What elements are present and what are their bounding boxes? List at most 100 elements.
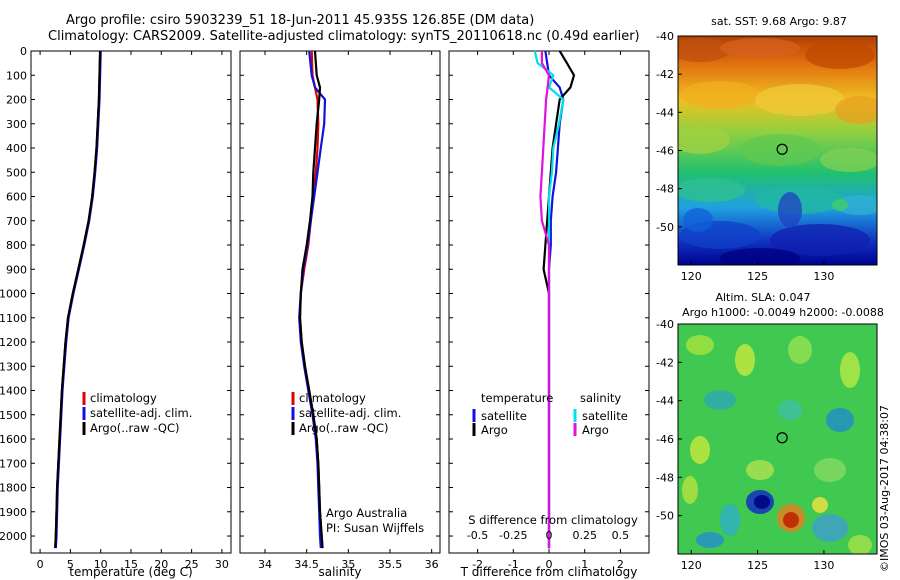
x-tick-label: 1 xyxy=(581,558,588,571)
argo-attribution: PI: Susan Wijffels xyxy=(326,521,424,535)
sst-patch xyxy=(678,126,730,154)
x-tick-label: 34.5 xyxy=(294,558,319,571)
map-y-tick-label: -42 xyxy=(656,68,674,81)
depth-tick-label: 200 xyxy=(6,94,27,107)
top-x-tick-label: 0.25 xyxy=(572,529,597,542)
depth-tick-label: 0 xyxy=(20,45,27,58)
map-x-tick-label: 120 xyxy=(681,270,702,283)
legend-label: satellite xyxy=(582,409,628,423)
map-y-tick-label: -48 xyxy=(656,183,674,196)
map-y-tick-label: -46 xyxy=(656,433,674,446)
map-y-tick-label: -50 xyxy=(656,510,674,523)
legend-label: Argo(..raw -QC) xyxy=(299,421,389,435)
map-y-tick-label: -40 xyxy=(656,318,674,331)
sst-patch xyxy=(770,224,870,256)
map-y-tick-label: -44 xyxy=(656,106,674,119)
legend-label: climatology xyxy=(90,391,157,405)
x-tick-label: 20 xyxy=(154,558,168,571)
sla-patch xyxy=(746,460,774,480)
depth-tick-label: 700 xyxy=(6,215,27,228)
x-tick-label: 34 xyxy=(258,558,272,571)
legend-label: Argo xyxy=(582,423,609,437)
map-y-tick-label: -46 xyxy=(656,145,674,158)
sst-patch xyxy=(820,148,877,172)
legend-label: Argo(..raw -QC) xyxy=(90,421,180,435)
x-axis-label: salinity xyxy=(318,565,361,579)
sst-map-title: sat. SST: 9.68 Argo: 9.87 xyxy=(711,15,847,28)
series-line-argo-raw-qc- xyxy=(298,50,324,549)
depth-tick-label: 1100 xyxy=(0,312,27,325)
sla-patch xyxy=(812,514,848,542)
sla-patch xyxy=(682,476,698,504)
x-tick-label: -2 xyxy=(472,558,483,571)
map-x-tick-label: 120 xyxy=(681,559,702,572)
top-x-tick-label: 0.5 xyxy=(612,529,630,542)
depth-tick-label: 1000 xyxy=(0,288,27,301)
map-y-tick-label: -50 xyxy=(656,221,674,234)
legend-label: satellite-adj. clim. xyxy=(90,406,192,420)
sst-patch xyxy=(755,84,845,116)
sla-map-title: Altim. SLA: 0.047 xyxy=(715,291,810,304)
plot-frame-temp xyxy=(30,50,232,554)
legend-label: Argo xyxy=(481,423,508,437)
float-position-marker xyxy=(776,432,788,444)
sst-patch xyxy=(720,248,800,265)
depth-tick-label: 600 xyxy=(6,191,27,204)
sst-patch xyxy=(835,96,877,124)
plot-frame-sal xyxy=(239,50,441,554)
x-axis-label: temperature (deg C) xyxy=(69,565,192,579)
legend-label: satellite-adj. clim. xyxy=(299,406,401,420)
sst-patch xyxy=(835,195,877,215)
x-tick-label: 15 xyxy=(124,558,138,571)
sla-patch xyxy=(720,504,740,536)
sst-patch xyxy=(755,186,845,214)
x-tick-label: 35.5 xyxy=(378,558,403,571)
sst-patch xyxy=(680,81,760,109)
map-y-tick-label: -42 xyxy=(656,356,674,369)
sst-patch xyxy=(740,134,820,166)
figure-title-line2: Climatology: CARS2009. Satellite-adjuste… xyxy=(48,29,640,44)
map-x-tick-label: 125 xyxy=(747,270,768,283)
depth-tick-label: 1500 xyxy=(0,409,27,422)
series-line-argo-raw-qc- xyxy=(54,50,102,549)
depth-tick-label: 1800 xyxy=(0,482,27,495)
sla-patch xyxy=(814,458,846,482)
sla-patch xyxy=(696,532,724,548)
sla-patch xyxy=(788,336,812,364)
depth-tick-label: 300 xyxy=(6,118,27,131)
x-axis-label: T difference from climatology xyxy=(460,565,638,579)
depth-tick-label: 500 xyxy=(6,166,27,179)
legend-label: climatology xyxy=(299,391,366,405)
copyright-stamp: ©IMOS 03-Aug-2017 04:38:07 xyxy=(878,405,891,572)
map-x-tick-label: 125 xyxy=(747,559,768,572)
legend-title-temperature: temperature xyxy=(481,391,553,405)
x-tick-label: 0 xyxy=(546,558,553,571)
x-tick-label: -1 xyxy=(508,558,519,571)
legend-title-salinity: salinity xyxy=(580,391,621,405)
series-line-s-argo xyxy=(539,51,551,549)
argo-attribution: Argo Australia xyxy=(326,506,407,520)
depth-tick-label: 100 xyxy=(6,69,27,82)
sla-patch xyxy=(826,408,854,432)
sla-patch xyxy=(704,390,736,410)
x-tick-label: 35 xyxy=(341,558,355,571)
depth-tick-label: 900 xyxy=(6,263,27,276)
float-position-marker xyxy=(776,143,788,155)
depth-tick-label: 1400 xyxy=(0,385,27,398)
sla-patch xyxy=(812,497,828,513)
top-x-tick-label: -0.5 xyxy=(467,529,488,542)
x-tick-label: 30 xyxy=(215,558,229,571)
x-tick-label: 10 xyxy=(94,558,108,571)
sst-patch xyxy=(683,208,713,232)
x-tick-label: 2 xyxy=(617,558,624,571)
map-x-tick-label: 130 xyxy=(813,270,834,283)
depth-tick-label: 800 xyxy=(6,239,27,252)
sla-patch xyxy=(783,512,799,528)
sst-patch xyxy=(832,199,848,211)
depth-tick-label: 1900 xyxy=(0,506,27,519)
map-x-tick-label: 130 xyxy=(813,559,834,572)
map-y-tick-label: -40 xyxy=(656,30,674,43)
x-tick-label: 5 xyxy=(67,558,74,571)
depth-tick-label: 400 xyxy=(6,142,27,155)
